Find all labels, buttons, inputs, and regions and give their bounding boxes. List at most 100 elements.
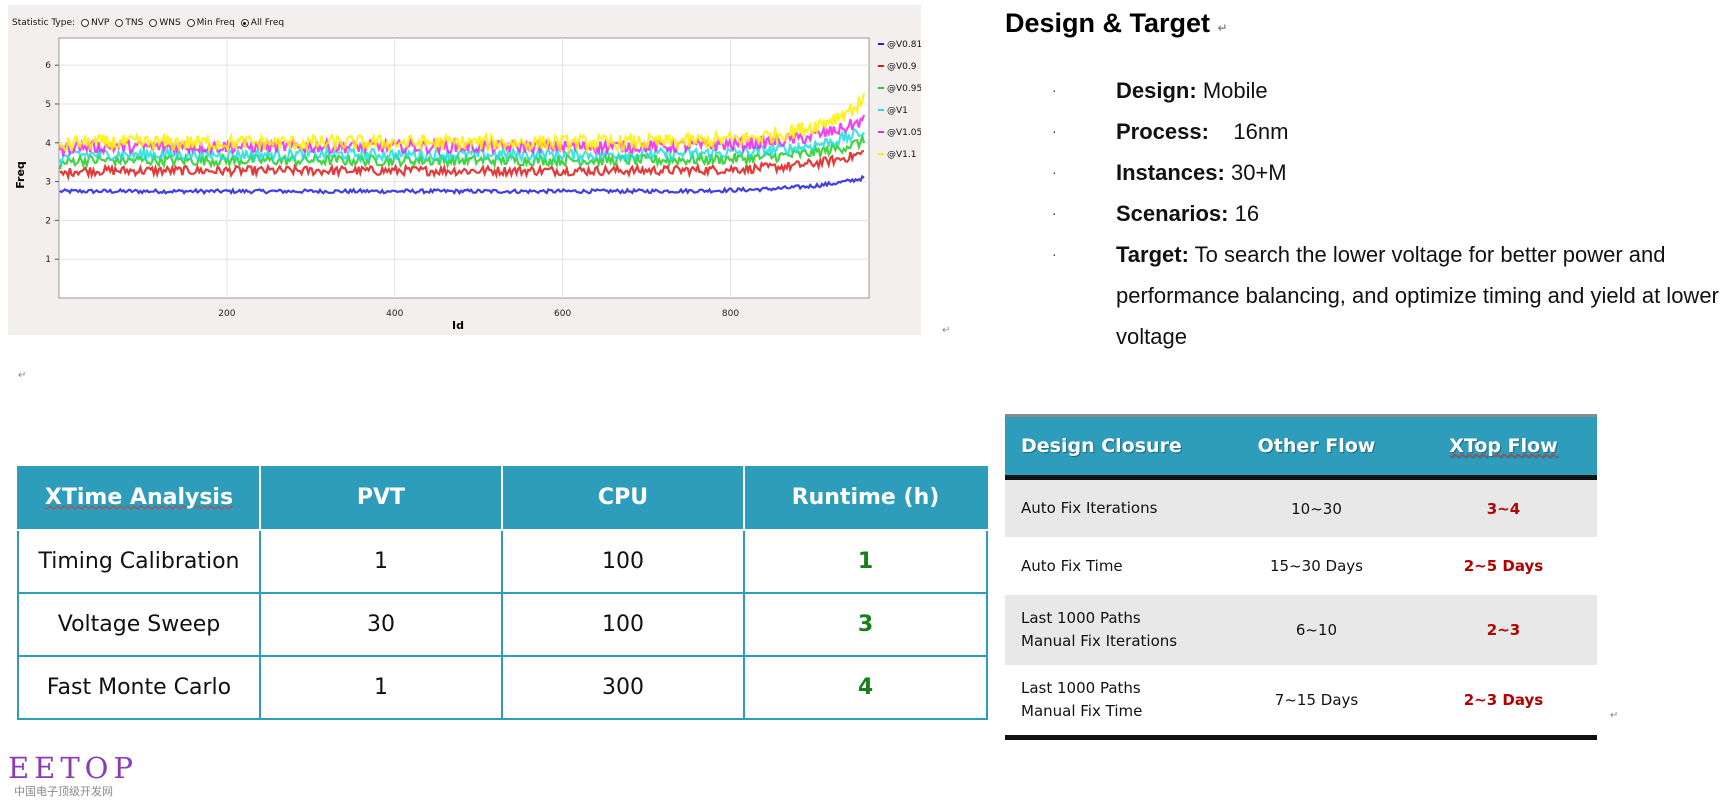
series--V0-95 bbox=[58, 132, 866, 170]
radio-circle-icon bbox=[149, 19, 158, 27]
radio-circle-icon bbox=[81, 19, 90, 27]
bullet-dot-icon: · bbox=[1052, 82, 1057, 98]
series-scatter-points bbox=[59, 174, 865, 196]
bullet-value: 16 bbox=[1234, 201, 1260, 226]
table-row: Auto Fix Iterations 10~30 3~4 bbox=[1005, 477, 1597, 537]
bullet-scenarios: · Scenarios: 16 bbox=[1050, 193, 1730, 234]
eetop-logo: EETOP 中国电子顶级开发网 bbox=[8, 753, 138, 799]
statistic-type-label: Statistic Type: bbox=[12, 18, 76, 28]
x-tick-label: 200 bbox=[218, 309, 235, 319]
logo-subtitle: 中国电子顶级开发网 bbox=[14, 785, 113, 798]
x-tick-label: 400 bbox=[386, 309, 403, 319]
metric-line: Auto Fix Iterations bbox=[1021, 499, 1158, 517]
cell-metric: Auto Fix Iterations bbox=[1005, 477, 1223, 537]
header-other-flow: Other Flow bbox=[1223, 417, 1410, 480]
bullet-instances: · Instances: 30+M bbox=[1050, 152, 1730, 193]
return-mark: ↵ bbox=[1217, 21, 1228, 35]
radio-circle-icon bbox=[186, 19, 195, 27]
cell-xtop: 2~3 Days bbox=[1410, 665, 1597, 740]
metric-line: Manual Fix Time bbox=[1021, 702, 1143, 720]
radio-tns[interactable]: TNS bbox=[115, 18, 143, 28]
radio-min-freq[interactable]: Min Freq bbox=[186, 18, 235, 28]
radio-label: TNS bbox=[125, 18, 144, 28]
cell-other: 10~30 bbox=[1223, 477, 1410, 537]
legend-label: @V1.1 bbox=[887, 150, 916, 160]
x-tick-label: 600 bbox=[554, 309, 571, 319]
header-pvt: PVT bbox=[259, 466, 503, 531]
table-row: Last 1000 Paths Manual Fix Time 7~15 Days… bbox=[1005, 665, 1597, 740]
cell-cpu: 100 bbox=[501, 592, 745, 657]
cell-pvt: 1 bbox=[259, 655, 503, 720]
series-scatter-points bbox=[58, 132, 866, 170]
bullet-key: Process: bbox=[1116, 119, 1209, 144]
series-scatter-points bbox=[58, 127, 865, 168]
metric-line: Last 1000 Paths bbox=[1021, 609, 1141, 627]
bullet-value: 16nm bbox=[1233, 119, 1289, 144]
header-xtime-analysis: XTime Analysis bbox=[17, 466, 261, 531]
bullet-key: Target: bbox=[1116, 242, 1189, 267]
header-xtop-flow: XTop Flow bbox=[1410, 417, 1597, 480]
x-axis-label: Id bbox=[452, 319, 464, 332]
cell-analysis: Voltage Sweep bbox=[17, 592, 261, 657]
cell-metric: Last 1000 Paths Manual Fix Iterations bbox=[1005, 595, 1223, 665]
bullet-dot-icon: · bbox=[1052, 246, 1057, 262]
radio-label: Min Freq bbox=[196, 18, 235, 28]
frequency-chart-panel: Statistic Type: NVP TNS WNS Min Freq All… bbox=[8, 5, 921, 335]
cell-pvt: 1 bbox=[259, 529, 503, 594]
design-closure-table-wrap: Design Closure Other Flow XTop Flow Auto… bbox=[1005, 414, 1597, 740]
bullet-dot-icon: · bbox=[1052, 164, 1057, 180]
cell-xtop: 2~5 Days bbox=[1410, 537, 1597, 595]
logo-wordmark: EETOP bbox=[8, 751, 138, 785]
metric-line: Last 1000 Paths bbox=[1021, 679, 1141, 697]
y-tick-label: 6 bbox=[45, 61, 51, 71]
radio-all-freq[interactable]: All Freq bbox=[240, 18, 285, 28]
metric-line: Auto Fix Time bbox=[1021, 556, 1123, 575]
cell-other: 6~10 bbox=[1223, 595, 1410, 665]
cell-pvt: 30 bbox=[259, 592, 503, 657]
design-target-bullets: · Design: Mobile · Process: 16nm · Instance… bbox=[1050, 70, 1730, 357]
bullet-dot-icon: · bbox=[1052, 123, 1057, 139]
bullet-value: 30+M bbox=[1230, 160, 1287, 185]
cell-cpu: 100 bbox=[501, 529, 745, 594]
header-text: XTop Flow bbox=[1449, 435, 1558, 457]
radio-wns[interactable]: WNS bbox=[149, 18, 181, 28]
radio-nvp[interactable]: NVP bbox=[81, 18, 109, 28]
header-text: XTime Analysis bbox=[44, 485, 234, 510]
bullet-value: To search the lower voltage for better p… bbox=[1116, 242, 1719, 349]
x-tick-label: 800 bbox=[722, 309, 739, 319]
radio-label: All Freq bbox=[250, 18, 285, 28]
bullet-target: · Target: To search the lower voltage for… bbox=[1050, 234, 1730, 357]
legend-label: @V0.95 bbox=[887, 84, 921, 94]
table-row: Last 1000 Paths Manual Fix Iterations 6~1… bbox=[1005, 595, 1597, 665]
y-tick-label: 2 bbox=[45, 216, 51, 226]
table-header-row: XTime Analysis PVT CPU Runtime (h) bbox=[17, 466, 988, 531]
bullet-design: · Design: Mobile bbox=[1050, 70, 1730, 111]
statistic-type-selector: Statistic Type: NVP TNS WNS Min Freq All… bbox=[12, 18, 284, 28]
cell-xtop: 3~4 bbox=[1410, 477, 1597, 537]
header-cpu: CPU bbox=[501, 466, 745, 531]
cell-cpu: 300 bbox=[501, 655, 745, 720]
header-design-closure: Design Closure bbox=[1005, 417, 1223, 480]
legend-label: @V0.81 bbox=[887, 40, 921, 50]
y-tick-label: 5 bbox=[45, 100, 51, 110]
series-layer bbox=[58, 93, 866, 196]
header-runtime: Runtime (h) bbox=[743, 466, 988, 531]
series--V0-81 bbox=[59, 174, 865, 196]
legend-label: @V1 bbox=[887, 106, 908, 116]
radio-selected-icon bbox=[240, 19, 249, 27]
cell-runtime: 3 bbox=[743, 592, 988, 657]
bullet-key: Scenarios: bbox=[1116, 201, 1229, 226]
radio-label: WNS bbox=[159, 18, 181, 28]
series--V1-1 bbox=[58, 93, 866, 155]
cell-other: 7~15 Days bbox=[1223, 665, 1410, 740]
cell-analysis: Timing Calibration bbox=[17, 529, 261, 594]
bullet-value: Mobile bbox=[1202, 78, 1268, 103]
xtime-analysis-table: XTime Analysis PVT CPU Runtime (h) Timin… bbox=[17, 466, 988, 720]
design-closure-table: Design Closure Other Flow XTop Flow Auto… bbox=[1005, 417, 1597, 740]
series--V0-9 bbox=[59, 150, 864, 182]
bullet-dot-icon: · bbox=[1052, 205, 1057, 221]
table-row: Auto Fix Time 15~30 Days 2~5 Days bbox=[1005, 537, 1597, 595]
y-tick-label: 4 bbox=[45, 139, 51, 149]
bullet-key: Design: bbox=[1116, 78, 1197, 103]
